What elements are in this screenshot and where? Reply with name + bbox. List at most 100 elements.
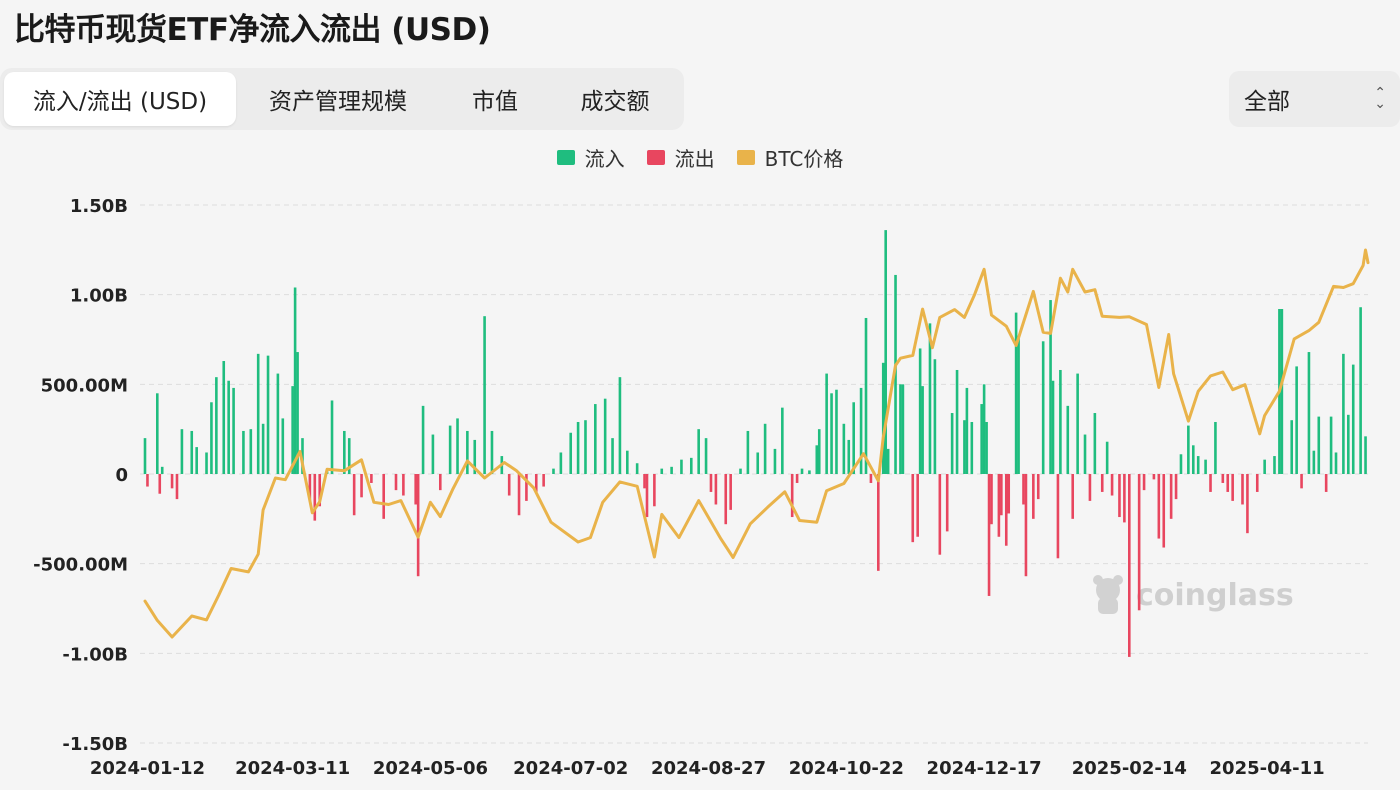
inflow-bar[interactable] [763,423,767,474]
outflow-bar[interactable] [360,474,363,498]
outflow-bar[interactable] [318,474,322,507]
inflow-bar[interactable] [1105,441,1109,474]
outflow-bar[interactable] [175,474,179,500]
inflow-bar[interactable] [817,429,821,474]
inflow-bar[interactable] [190,430,194,474]
inflow-bar[interactable] [552,468,555,474]
inflow-bar[interactable] [1076,373,1079,474]
inflow-bar[interactable] [227,380,230,474]
outflow-bar[interactable] [1300,474,1303,489]
outflow-bar[interactable] [394,474,398,491]
inflow-bar[interactable] [660,468,664,474]
tab-aum[interactable]: 资产管理规模 [269,89,407,115]
outflow-bar[interactable] [507,474,511,496]
outflow-bar[interactable] [146,474,149,487]
inflow-bar[interactable] [756,452,760,474]
outflow-bar[interactable] [790,474,794,518]
tab-volume[interactable]: 成交额 [580,89,650,115]
outflow-bar[interactable] [534,474,538,492]
outflow-bar[interactable] [1137,474,1141,611]
outflow-bar[interactable] [997,474,1001,537]
outflow-bar[interactable] [1088,474,1092,501]
inflow-bar[interactable] [1059,369,1062,474]
outflow-bar[interactable] [1157,474,1161,539]
outflow-bar[interactable] [795,474,799,483]
outflow-bar[interactable] [1231,474,1234,501]
inflow-bar[interactable] [1014,312,1018,474]
outflow-bar[interactable] [1241,474,1244,505]
inflow-bar[interactable] [347,438,351,474]
outflow-bar[interactable] [869,474,873,483]
inflow-bar[interactable] [808,470,811,474]
outflow-bar[interactable] [916,474,919,537]
outflow-bar[interactable] [1128,474,1131,657]
outflow-bar[interactable] [1226,474,1230,492]
inflow-bar[interactable] [1280,309,1284,474]
outflow-bar[interactable] [724,474,728,525]
inflow-bar[interactable] [970,421,974,474]
inflow-bar[interactable] [1295,366,1298,474]
inflow-bar[interactable] [884,230,887,474]
outflow-bar[interactable] [729,474,732,510]
inflow-bar[interactable] [242,430,245,474]
inflow-bar[interactable] [859,387,863,474]
outflow-bar[interactable] [414,474,417,505]
inflow-bar[interactable] [985,421,988,474]
inflow-bar[interactable] [611,438,614,474]
outflow-bar[interactable] [370,474,373,483]
outflow-bar[interactable] [1209,474,1212,492]
inflow-bar[interactable] [1290,420,1294,474]
inflow-bar[interactable] [1312,450,1316,474]
outflow-bar[interactable] [709,474,713,492]
inflow-bar[interactable] [1191,445,1195,474]
inflow-bar[interactable] [835,389,838,474]
outflow-bar[interactable] [525,474,528,501]
outflow-bar[interactable] [1100,474,1104,492]
inflow-bar[interactable] [473,439,477,474]
inflow-bar[interactable] [343,430,346,474]
inflow-bar[interactable] [466,430,469,474]
outflow-bar[interactable] [1221,474,1225,483]
inflow-bar[interactable] [330,400,334,474]
inflow-bar[interactable] [689,457,693,474]
legend-item-outflow[interactable]: 流出 [646,143,715,172]
inflow-bar[interactable] [559,452,563,474]
inflow-bar[interactable] [815,445,819,474]
inflow-bar[interactable] [825,373,828,474]
inflow-bar[interactable] [1187,425,1190,474]
outflow-bar[interactable] [1071,474,1075,519]
outflow-bar[interactable] [308,474,312,501]
inflow-bar[interactable] [210,402,213,474]
range-select[interactable]: 全部 ⌃ ⌄ [1229,71,1400,127]
inflow-bar[interactable] [933,359,937,474]
inflow-bar[interactable] [1334,452,1338,474]
inflow-bar[interactable] [626,450,629,474]
outflow-bar[interactable] [382,474,385,519]
inflow-bar[interactable] [921,386,924,474]
outflow-bar[interactable] [170,474,174,489]
inflow-bar[interactable] [842,423,846,474]
inflow-bar[interactable] [232,387,235,474]
inflow-bar[interactable] [291,386,294,474]
inflow-bar[interactable] [195,447,198,474]
outflow-bar[interactable] [1255,474,1259,492]
inflow-bar[interactable] [965,387,969,474]
inflow-bar[interactable] [1017,335,1020,474]
outflow-bar[interactable] [877,474,880,571]
inflow-bar[interactable] [881,362,885,474]
inflow-bar[interactable] [847,439,851,474]
inflow-bar[interactable] [569,432,573,474]
inflow-bar[interactable] [1317,416,1321,474]
inflow-bar[interactable] [773,448,777,474]
inflow-bar[interactable] [301,438,304,474]
inflow-bar[interactable] [697,429,700,474]
outflow-bar[interactable] [1123,474,1126,523]
inflow-bar[interactable] [180,429,184,474]
inflow-bar[interactable] [1347,414,1350,474]
inflow-bar[interactable] [950,413,954,474]
inflow-bar[interactable] [894,274,897,474]
inflow-bar[interactable] [704,438,708,474]
outflow-bar[interactable] [990,474,993,525]
inflow-bar[interactable] [594,404,597,474]
inflow-bar[interactable] [448,425,452,474]
